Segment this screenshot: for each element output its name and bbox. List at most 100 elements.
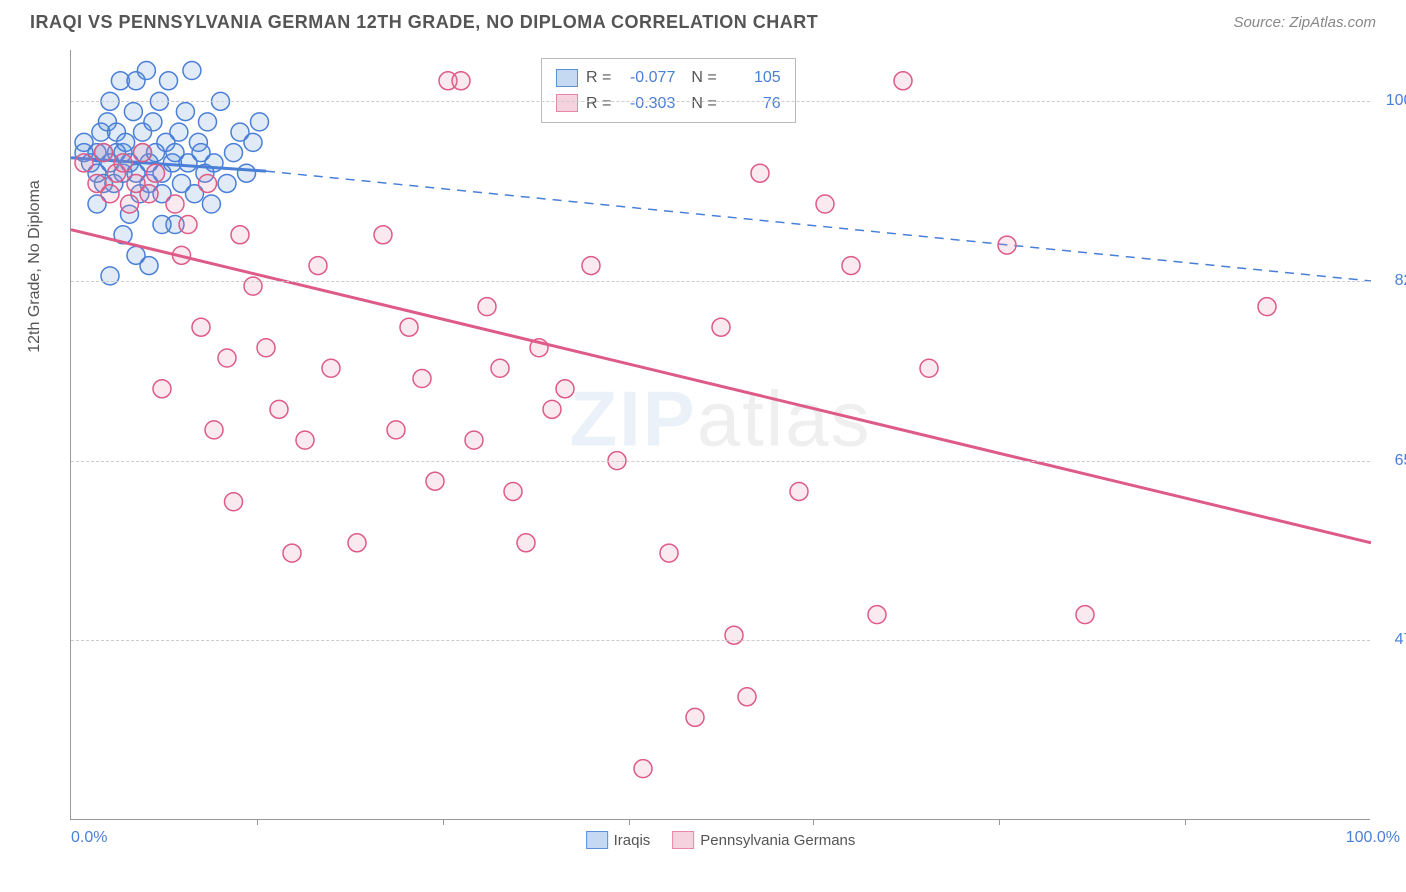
data-point	[725, 626, 743, 644]
data-point	[868, 606, 886, 624]
chart-title: IRAQI VS PENNSYLVANIA GERMAN 12TH GRADE,…	[30, 12, 818, 33]
data-point	[144, 113, 162, 131]
data-point	[244, 277, 262, 295]
data-point	[998, 236, 1016, 254]
legend-stats-box: R =-0.077N =105R =-0.303N =76	[541, 58, 796, 123]
data-point	[452, 72, 470, 90]
data-point	[413, 370, 431, 388]
gridline	[71, 461, 1370, 462]
data-point	[842, 257, 860, 275]
data-point	[251, 113, 269, 131]
data-point	[75, 154, 93, 172]
data-point	[114, 154, 132, 172]
x-axis-min-label: 0.0%	[71, 829, 107, 847]
data-point	[1076, 606, 1094, 624]
trend-line	[71, 230, 1371, 543]
x-axis-max-label: 100.0%	[1346, 829, 1400, 847]
bottom-legend-label: Pennsylvania Germans	[700, 832, 855, 849]
legend-swatch-icon	[586, 831, 608, 849]
data-point	[117, 133, 135, 151]
x-tick	[629, 819, 630, 825]
data-point	[426, 472, 444, 490]
data-point	[238, 164, 256, 182]
trend-line-dashed	[266, 171, 1371, 281]
data-point	[179, 216, 197, 234]
data-point	[790, 482, 808, 500]
data-point	[686, 708, 704, 726]
chart-plot-area: ZIPatlas R =-0.077N =105R =-0.303N =76 I…	[70, 50, 1370, 820]
data-point	[134, 144, 152, 162]
data-point	[634, 760, 652, 778]
y-tick-label: 65.0%	[1395, 452, 1406, 470]
data-point	[218, 174, 236, 192]
legend-r-value: -0.077	[619, 65, 675, 91]
data-point	[101, 185, 119, 203]
data-point	[101, 267, 119, 285]
data-point	[244, 133, 262, 151]
data-point	[660, 544, 678, 562]
data-point	[140, 185, 158, 203]
legend-stats-row: R =-0.303N =76	[556, 91, 781, 117]
data-point	[582, 257, 600, 275]
x-tick	[813, 819, 814, 825]
data-point	[231, 226, 249, 244]
data-point	[920, 359, 938, 377]
data-point	[176, 103, 194, 121]
data-point	[199, 113, 217, 131]
data-point	[124, 103, 142, 121]
bottom-legend-item: Iraqis	[586, 831, 651, 849]
data-point	[147, 164, 165, 182]
y-tick-label: 82.5%	[1395, 272, 1406, 290]
data-point	[400, 318, 418, 336]
data-point	[202, 195, 220, 213]
legend-swatch-icon	[672, 831, 694, 849]
data-point	[137, 62, 155, 80]
data-point	[170, 123, 188, 141]
data-point	[205, 421, 223, 439]
data-point	[738, 688, 756, 706]
legend-n-label: N =	[691, 65, 716, 91]
x-tick	[999, 819, 1000, 825]
legend-n-value: 105	[725, 65, 781, 91]
data-point	[517, 534, 535, 552]
legend-stats-row: R =-0.077N =105	[556, 65, 781, 91]
data-point	[257, 339, 275, 357]
data-point	[543, 400, 561, 418]
x-tick	[257, 819, 258, 825]
data-point	[816, 195, 834, 213]
y-tick-label: 100.0%	[1386, 92, 1406, 110]
data-point	[374, 226, 392, 244]
data-point	[183, 62, 201, 80]
data-point	[504, 482, 522, 500]
data-point	[160, 72, 178, 90]
data-point	[95, 144, 113, 162]
legend-swatch-icon	[556, 69, 578, 87]
data-point	[712, 318, 730, 336]
data-point	[192, 318, 210, 336]
header: IRAQI VS PENNSYLVANIA GERMAN 12TH GRADE,…	[0, 0, 1406, 41]
data-point	[270, 400, 288, 418]
x-tick	[1185, 819, 1186, 825]
data-point	[140, 257, 158, 275]
data-point	[296, 431, 314, 449]
data-point	[465, 431, 483, 449]
data-point	[309, 257, 327, 275]
data-point	[121, 195, 139, 213]
data-point	[153, 380, 171, 398]
bottom-legend-item: Pennsylvania Germans	[672, 831, 855, 849]
bottom-legend: Iraqis Pennsylvania Germans	[586, 831, 856, 849]
gridline	[71, 281, 1370, 282]
y-axis-title: 12th Grade, No Diploma	[26, 180, 44, 353]
data-point	[348, 534, 366, 552]
data-point	[218, 349, 236, 367]
data-point	[478, 298, 496, 316]
data-point	[491, 359, 509, 377]
gridline	[71, 101, 1370, 102]
data-point	[322, 359, 340, 377]
data-point	[166, 195, 184, 213]
data-point	[225, 144, 243, 162]
data-point	[199, 174, 217, 192]
legend-swatch-icon	[556, 94, 578, 112]
data-point	[225, 493, 243, 511]
source-attribution: Source: ZipAtlas.com	[1233, 14, 1376, 31]
